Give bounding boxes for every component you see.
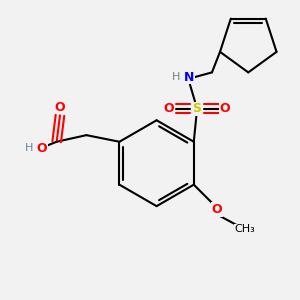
Text: O: O (164, 102, 174, 115)
Text: O: O (37, 142, 47, 155)
Text: H: H (24, 143, 33, 153)
Text: CH₃: CH₃ (235, 224, 255, 234)
Text: O: O (212, 203, 222, 216)
Text: S: S (193, 102, 202, 115)
Text: O: O (55, 100, 65, 114)
Text: H: H (171, 72, 180, 82)
Text: N: N (184, 71, 194, 84)
Text: O: O (220, 102, 230, 115)
